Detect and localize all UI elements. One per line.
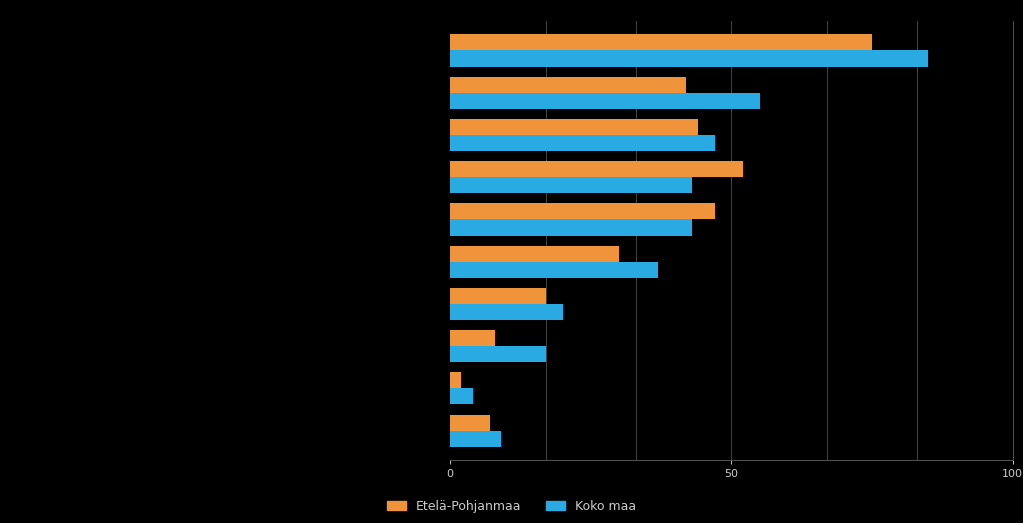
Bar	[450, 346, 546, 362]
Bar	[450, 119, 698, 135]
Bar	[450, 93, 759, 109]
Bar	[450, 77, 686, 93]
Bar	[450, 246, 619, 262]
Bar	[450, 372, 461, 389]
Bar	[450, 161, 743, 177]
Bar	[450, 288, 546, 304]
Bar	[450, 389, 473, 404]
Legend: Etelä-Pohjanmaa, Koko maa: Etelä-Pohjanmaa, Koko maa	[382, 495, 641, 518]
Bar	[450, 304, 563, 320]
Bar	[450, 135, 714, 151]
Bar	[450, 51, 929, 66]
Bar	[450, 262, 659, 278]
Bar	[450, 415, 489, 430]
Bar	[450, 330, 495, 346]
Bar	[450, 220, 693, 235]
Bar	[450, 35, 872, 51]
Bar	[450, 203, 714, 220]
Bar	[450, 177, 693, 194]
Bar	[450, 430, 501, 447]
